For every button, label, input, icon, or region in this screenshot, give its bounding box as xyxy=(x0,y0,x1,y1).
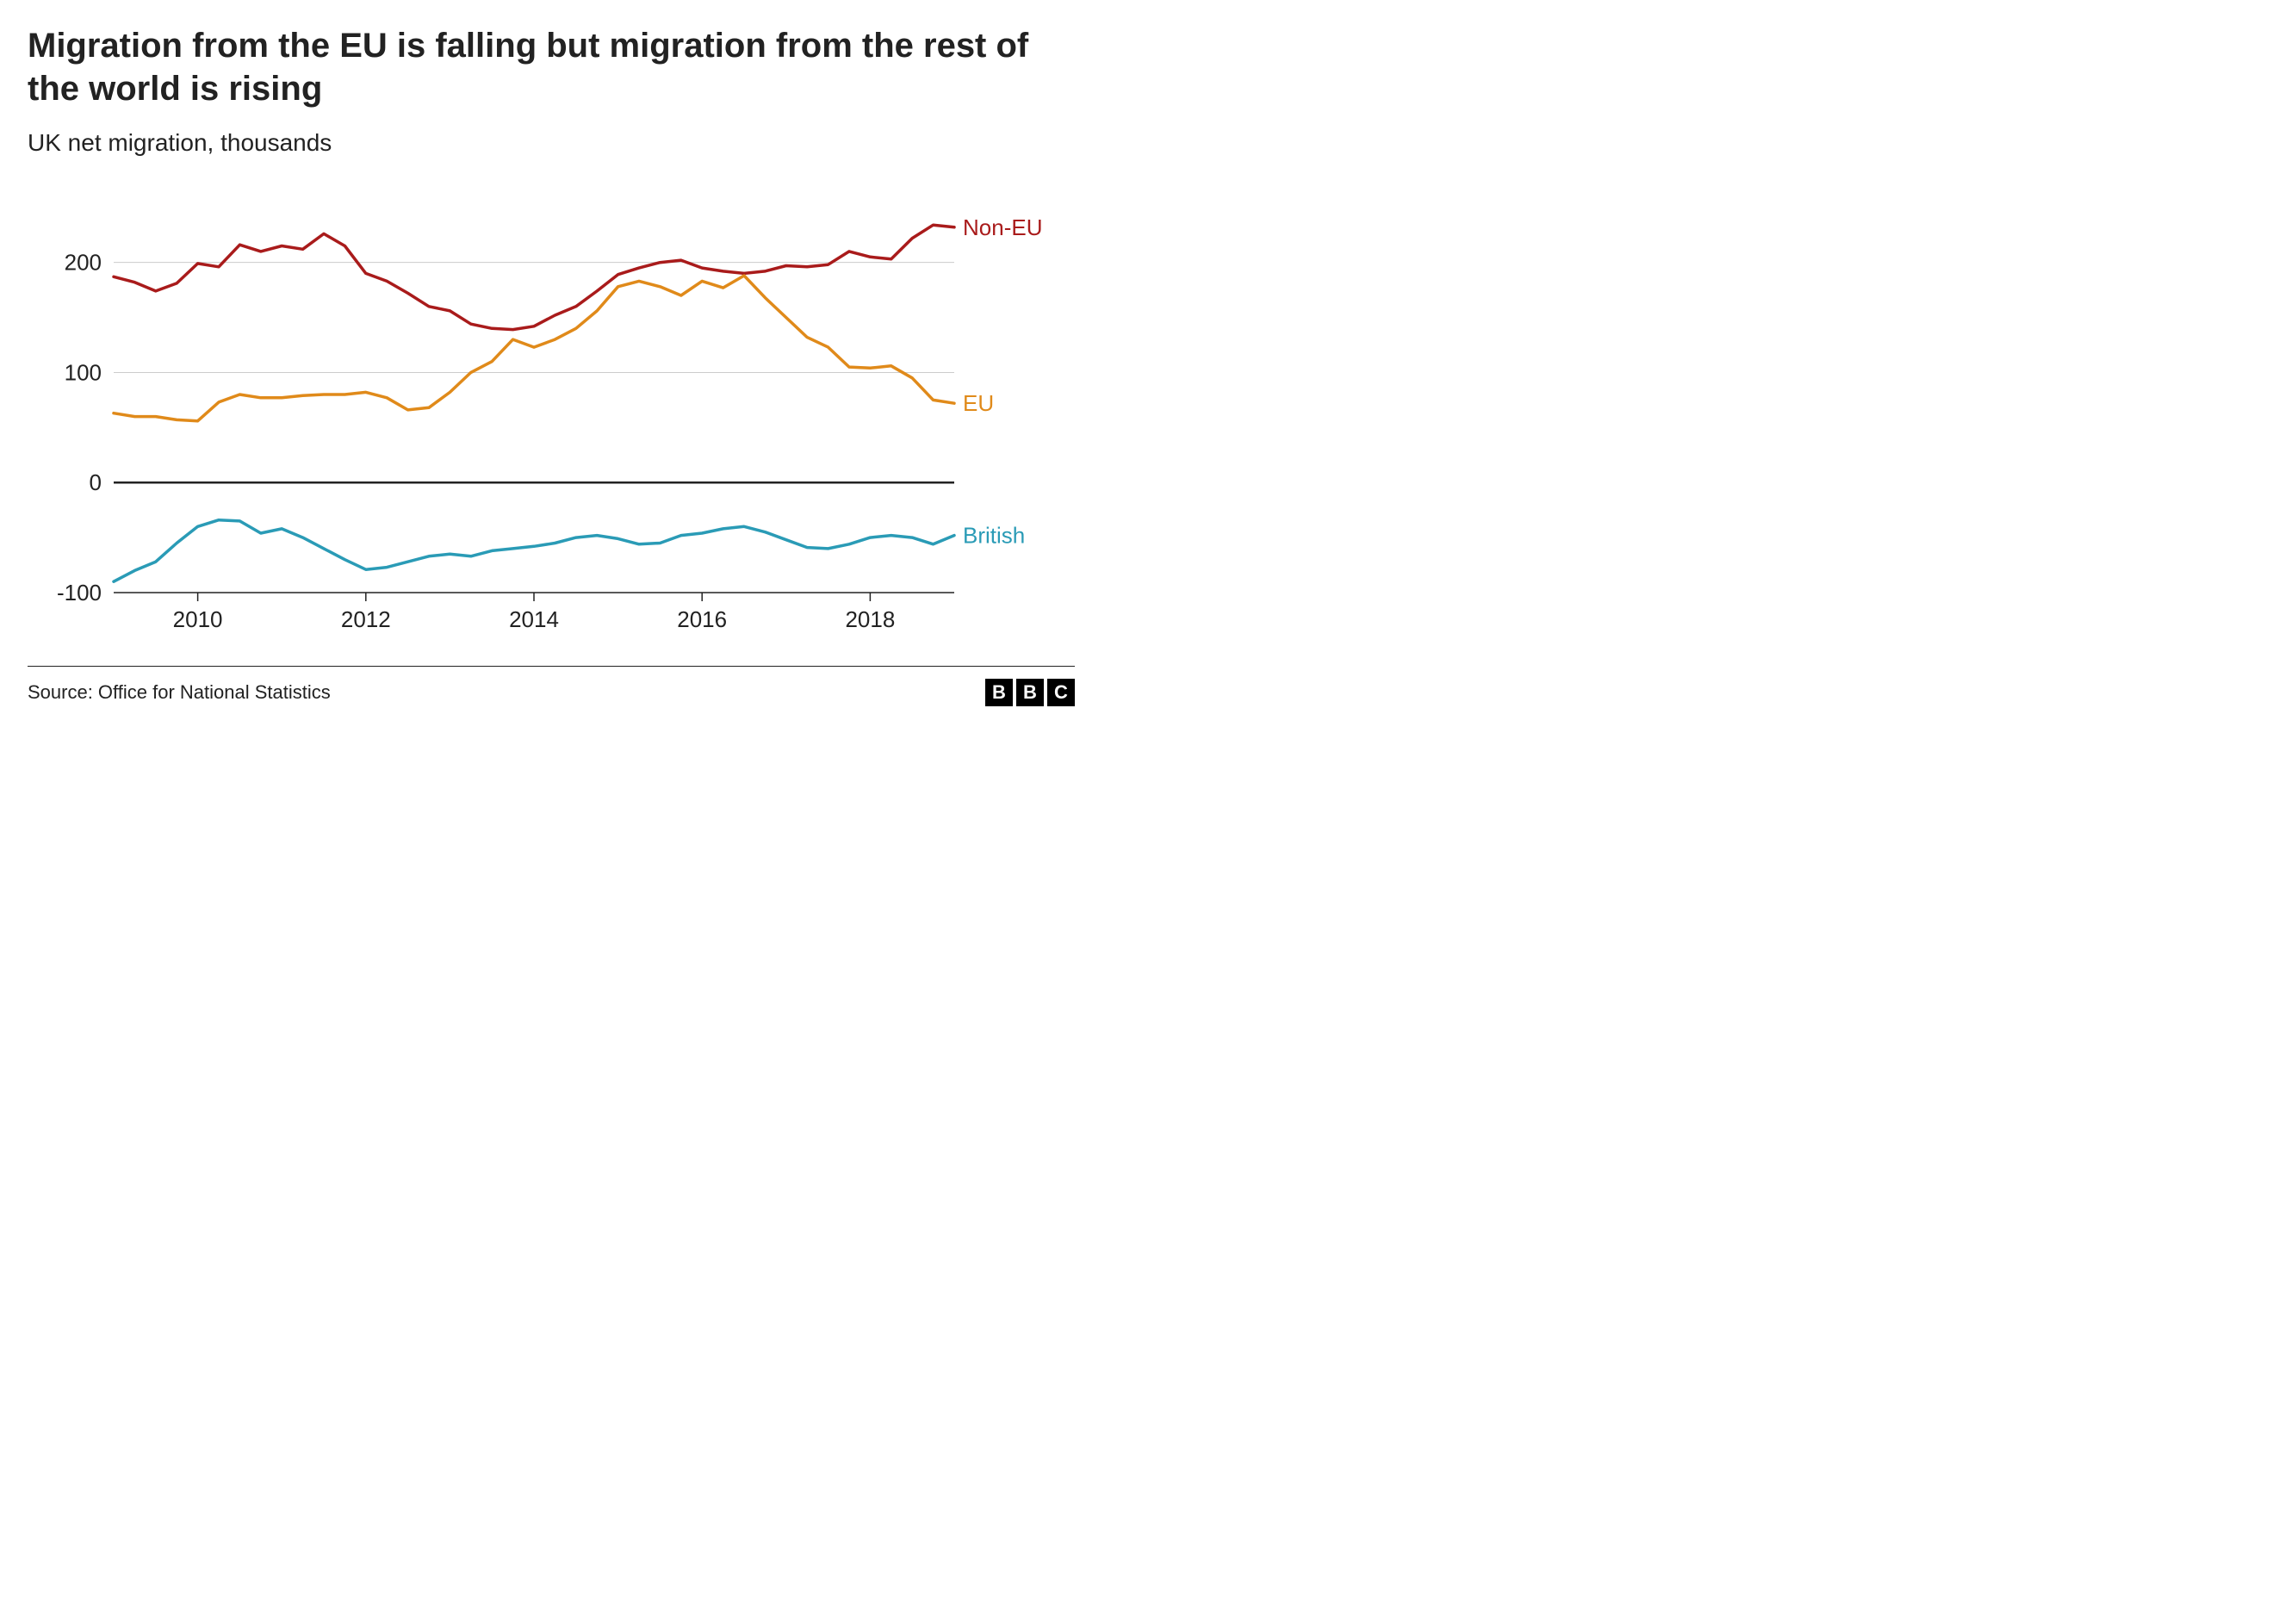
bbc-logo-letter: C xyxy=(1047,679,1075,706)
svg-text:2012: 2012 xyxy=(341,606,391,632)
svg-text:200: 200 xyxy=(65,250,102,276)
svg-text:2014: 2014 xyxy=(509,606,559,632)
bbc-logo-letter: B xyxy=(985,679,1013,706)
svg-text:British: British xyxy=(963,523,1025,549)
source-text: Source: Office for National Statistics xyxy=(28,681,331,704)
svg-text:2018: 2018 xyxy=(845,606,895,632)
svg-text:2010: 2010 xyxy=(173,606,223,632)
chart-container: Migration from the EU is falling but mig… xyxy=(0,0,1102,722)
svg-text:0: 0 xyxy=(90,469,102,495)
svg-text:Non-EU: Non-EU xyxy=(963,214,1042,240)
chart-title: Migration from the EU is falling but mig… xyxy=(28,24,1075,110)
footer: Source: Office for National Statistics B… xyxy=(28,666,1075,706)
svg-text:2016: 2016 xyxy=(677,606,727,632)
bbc-logo-letter: B xyxy=(1016,679,1044,706)
svg-text:100: 100 xyxy=(65,359,102,385)
svg-text:EU: EU xyxy=(963,390,994,416)
line-chart-svg: -100 0 100 200 2010 2012 2014 2016 2018 Non-EU EU B… xyxy=(28,171,1075,653)
plot-area: -100 0 100 200 2010 2012 2014 2016 2018 Non-EU EU B… xyxy=(28,171,1075,657)
svg-text:-100: -100 xyxy=(57,580,102,606)
bbc-logo: B B C xyxy=(985,679,1075,706)
chart-subtitle: UK net migration, thousands xyxy=(28,129,1075,157)
